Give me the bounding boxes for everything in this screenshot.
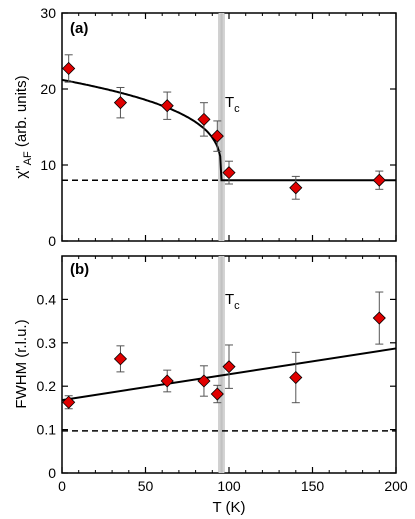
data-point <box>210 120 224 152</box>
data-points-a <box>62 54 386 200</box>
panel-a-frame <box>61 12 397 242</box>
y-axis-label-a-sub: AF <box>22 151 34 165</box>
fit-curve-a <box>61 78 396 182</box>
panel-label-a: (a) <box>70 20 88 37</box>
y-axis-label-b: FWHM (r.l.u.) <box>13 319 30 408</box>
tc-label-a-sub: c <box>234 103 240 115</box>
data-points-b <box>62 291 386 410</box>
diamond-marker <box>222 166 236 180</box>
diamond-marker <box>372 173 386 187</box>
data-point <box>289 175 303 200</box>
y-axis-label-a-main: χ" <box>13 165 30 178</box>
diamond-marker <box>210 129 224 143</box>
y-tick-label: 20 <box>40 81 56 97</box>
data-point <box>160 91 174 120</box>
data-point <box>222 160 236 185</box>
diamond-marker <box>210 387 224 401</box>
data-point <box>210 384 224 404</box>
tc-band-b <box>218 256 225 473</box>
ticks-b: 0 0.1 0.2 0.3 0.4 0 50 100 150 200 <box>37 256 408 494</box>
data-point <box>372 170 386 190</box>
data-point <box>197 102 211 137</box>
diamond-marker <box>62 61 76 76</box>
diamond-marker <box>289 370 303 385</box>
diamond-marker <box>197 374 211 388</box>
diamond-marker <box>113 96 128 110</box>
diamond-marker <box>372 311 386 325</box>
data-point <box>113 345 128 373</box>
y-tick-label: 0.1 <box>37 422 57 438</box>
y-tick-label: 30 <box>40 5 56 21</box>
y-tick-label: 0.2 <box>37 378 57 394</box>
ticks-a: 0 10 20 30 <box>40 5 397 249</box>
fit-curve <box>61 78 396 182</box>
diamond-marker <box>160 99 174 113</box>
x-tick-label: 50 <box>138 478 154 494</box>
y-tick-label: 0.4 <box>37 291 57 307</box>
data-point <box>372 291 386 345</box>
diamond-marker <box>62 395 76 409</box>
data-point <box>160 369 174 393</box>
x-tick-label: 0 <box>58 478 66 494</box>
diamond-marker <box>197 112 211 126</box>
data-point <box>62 54 76 83</box>
y-tick-label: 0.3 <box>37 335 57 351</box>
data-point <box>289 351 303 404</box>
tc-label-b-main: T <box>225 291 234 308</box>
tc-label-b-sub: c <box>234 300 240 312</box>
diamond-marker <box>113 352 128 366</box>
x-tick-label: 200 <box>384 478 408 494</box>
diamond-marker <box>222 360 236 374</box>
y-tick-label: 0 <box>48 233 56 249</box>
data-point <box>113 86 128 119</box>
x-tick-label: 100 <box>217 478 241 494</box>
data-point <box>222 344 236 389</box>
panel-label-b: (b) <box>70 261 89 278</box>
y-axis-label-a: χ"AF (arb. units) <box>13 75 34 178</box>
x-tick-label: 150 <box>301 478 325 494</box>
y-tick-label: 0 <box>48 465 56 481</box>
x-axis-label: T (K) <box>212 499 245 516</box>
tc-label-b: Tc <box>225 291 240 312</box>
panel-b: 0 0.1 0.2 0.3 0.4 0 50 100 150 200 (b) Tc FWHM (r… <box>13 255 408 516</box>
diamond-marker <box>160 374 174 388</box>
tc-label-a: Tc <box>225 94 240 115</box>
data-point <box>197 365 211 397</box>
data-point <box>62 395 76 410</box>
y-tick-label: 10 <box>40 157 56 173</box>
panel-a: 0 10 20 30 (a) Tc χ"AF (arb. units) <box>13 5 397 249</box>
y-axis-label-a-tail: (arb. units) <box>13 75 30 151</box>
diamond-marker <box>289 181 303 195</box>
tc-label-a-main: T <box>225 94 234 111</box>
tc-band-a <box>218 13 225 241</box>
